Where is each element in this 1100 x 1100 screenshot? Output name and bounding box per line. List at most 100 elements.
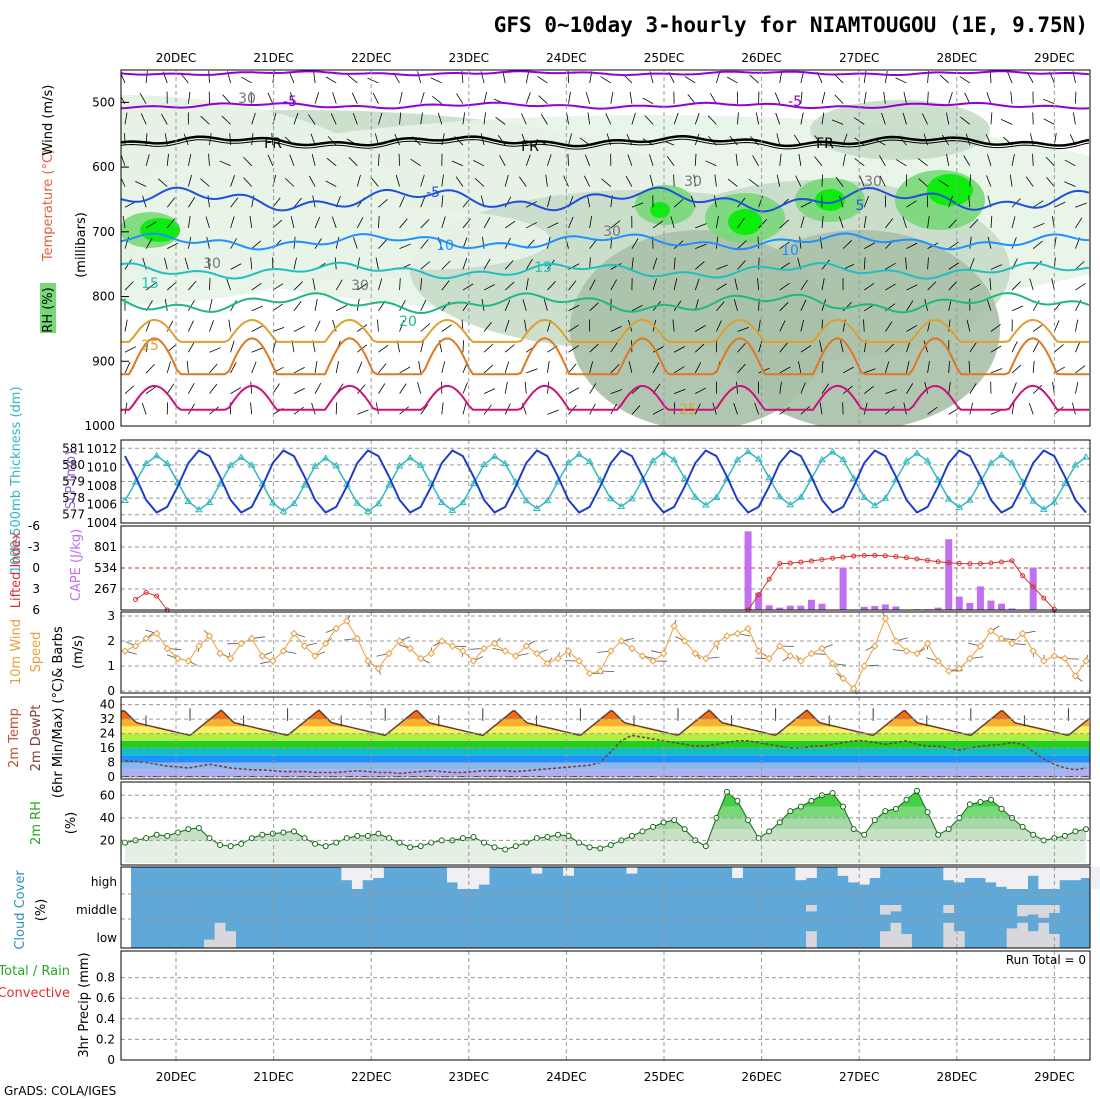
wind-barb [629, 91, 633, 104]
wind-barb [524, 319, 527, 332]
rh-point [597, 845, 604, 852]
wind-speed-point [1008, 639, 1016, 648]
rh-point [428, 839, 435, 846]
thickness-point [944, 495, 953, 502]
cape-bar [797, 605, 805, 610]
li-point [999, 559, 1005, 565]
rh-shade [728, 209, 762, 235]
wind-barb [917, 158, 928, 167]
wind-barb [1075, 381, 1079, 394]
cloud-low-cell [879, 931, 891, 948]
cloud-high-cell [1027, 867, 1039, 876]
rh-point [1061, 832, 1068, 839]
y-tick-label-right: 1004 [86, 516, 117, 530]
cape-axis-label: CAPE (J/kg) [69, 529, 84, 601]
isotherm-line [121, 101, 1090, 110]
rh-shade [810, 100, 990, 160]
wind-barb [990, 112, 993, 125]
wind-barb [863, 91, 867, 104]
wind-barb [420, 219, 430, 229]
li-point [988, 560, 994, 566]
cloud-low-cell [953, 931, 965, 948]
wind-barb [673, 257, 676, 270]
rh-point [459, 835, 466, 842]
wind-barb [779, 262, 790, 270]
y-tick-label: 60 [100, 788, 115, 802]
wind-barb [167, 242, 179, 250]
wind-barb [420, 340, 424, 353]
contour-label: 30 [351, 278, 369, 294]
wind-barb [124, 361, 131, 374]
cloud-high-cell [964, 867, 976, 878]
temp-band [121, 697, 1090, 704]
wind-barb [1043, 118, 1055, 125]
wind-barb [774, 92, 781, 104]
thickness-point [775, 492, 784, 500]
wind-barb [251, 305, 263, 312]
cape-bar [1008, 608, 1016, 610]
wind-barb [969, 174, 971, 187]
cape-bar [807, 599, 815, 610]
contour-label: 15 [534, 260, 552, 276]
wind-barb [272, 219, 283, 229]
thickness-point [765, 473, 774, 481]
wind-barb [948, 195, 953, 208]
wind-barb [986, 299, 992, 311]
wind-barb [207, 257, 210, 270]
wind-barb [205, 216, 210, 229]
rh-point [343, 835, 350, 842]
wind-barb [649, 154, 654, 166]
wind-barb [314, 382, 322, 394]
li-point [819, 557, 825, 563]
wind-barb [921, 113, 928, 125]
wind-barb [251, 347, 264, 353]
temp-line [121, 709, 1090, 737]
wind-barb [543, 299, 548, 311]
wind-barb [399, 320, 405, 332]
wind-barb [547, 154, 552, 166]
wind-speed-point [1040, 657, 1048, 665]
wind-barb [631, 257, 634, 270]
wind-barb [969, 342, 977, 353]
rh2m-panel: 20 40 60 2m RH (%) [29, 781, 1091, 866]
cape-tick-label: 267 [94, 582, 117, 596]
wind-barb [1033, 222, 1045, 229]
wind-speed-point [152, 629, 161, 638]
wind-barb [631, 304, 643, 312]
wind-barb [948, 262, 960, 270]
rh-point [280, 829, 287, 836]
wind-speed-point [871, 642, 879, 650]
wind-barb [707, 115, 717, 125]
wind-barb [462, 197, 471, 208]
wind-barb [779, 282, 790, 291]
thickness-point [406, 453, 415, 461]
wind-speed-point [649, 657, 657, 665]
wind-speed-point [923, 639, 932, 648]
wind-barb [960, 116, 971, 125]
wind-barb [188, 382, 195, 394]
contour-label: 30 [603, 224, 621, 240]
wind-barb [1028, 402, 1034, 415]
wind-barb [420, 261, 431, 270]
wind-barb [1075, 319, 1079, 332]
date-label-bottom: 25DEC [644, 1070, 684, 1084]
wind-barb [687, 94, 696, 104]
wind-barb [800, 216, 805, 229]
cloud-row-label: low [97, 931, 118, 945]
li-point [143, 590, 149, 595]
thickness-point [796, 493, 805, 500]
wind-speed-point [142, 634, 150, 643]
wind-barb [206, 236, 210, 249]
isotherm-line [121, 134, 1090, 148]
wind-barb [737, 240, 747, 249]
wind-barb [186, 360, 189, 373]
wind-barb [695, 223, 707, 229]
cloud-high-cell [531, 867, 543, 874]
date-label-top: 24DEC [546, 51, 586, 65]
wind-barb [631, 238, 639, 249]
thickness-point [649, 456, 657, 464]
cloud-high-cell [373, 867, 384, 878]
date-label-top: 28DEC [937, 51, 977, 65]
wind-barb [798, 153, 802, 166]
wind-barb [1011, 402, 1015, 415]
